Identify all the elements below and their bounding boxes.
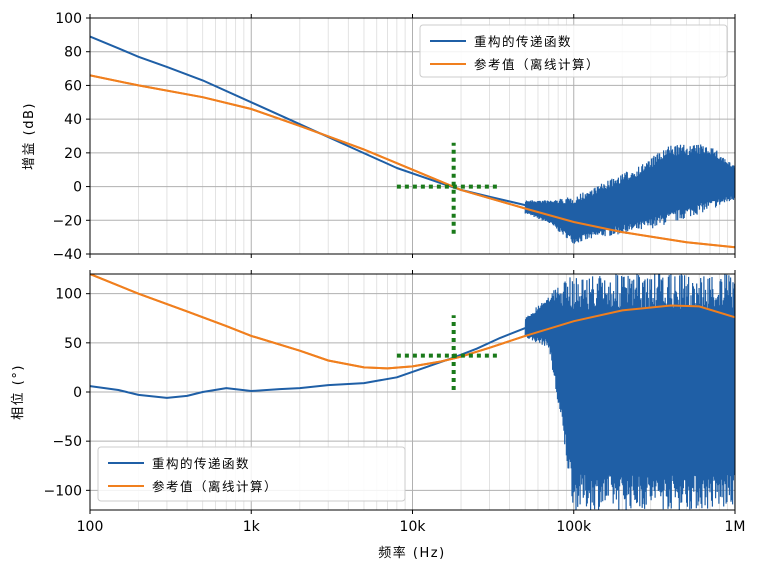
gain-legend-label-reference: 参考值（离线计算） xyxy=(474,57,600,72)
phase-crossover-marker xyxy=(396,315,501,391)
y-tick-label: −50 xyxy=(52,434,82,450)
phase-plot: −100 −50 0 50 100 100 1k 10k 100k 1M 相位 (°) 频率 (… xyxy=(11,14,746,561)
phase-series-reconstructed-noise xyxy=(524,274,735,510)
y-tick-label: −40 xyxy=(52,247,82,263)
phase-series-reference-line-front xyxy=(90,274,735,370)
phase-x-ticks: 100 1k 10k 100k 1M xyxy=(77,14,746,535)
y-tick-label: 0 xyxy=(73,180,82,196)
y-tick-label: 80 xyxy=(64,45,82,61)
phase-legend-label-reference: 参考值（离线计算） xyxy=(152,479,278,494)
gain-legend: 重构的传递函数 参考值（离线计算） xyxy=(419,24,728,78)
gain-legend-box xyxy=(419,24,728,78)
phase-legend-label-reconstructed: 重构的传递函数 xyxy=(152,456,250,471)
gain-series xyxy=(90,35,735,249)
x-tick-label: 1k xyxy=(243,519,261,535)
y-tick-label: 20 xyxy=(64,146,82,162)
y-tick-label: 40 xyxy=(64,112,82,128)
phase-x-axis-label: 频率 (Hz) xyxy=(378,545,445,561)
phase-y-ticks: −100 −50 0 50 100 xyxy=(44,287,90,499)
x-tick-label: 1M xyxy=(725,519,746,535)
x-tick-label: 100 xyxy=(77,519,104,535)
x-tick-label: 10k xyxy=(400,519,427,535)
y-tick-label: 60 xyxy=(64,78,82,94)
gain-y-ticks: −40 −20 0 20 40 60 80 100 xyxy=(52,11,90,263)
phase-y-axis-label: 相位 (°) xyxy=(11,364,26,420)
y-tick-label: −20 xyxy=(52,213,82,229)
gain-series-reference-line-front xyxy=(90,74,735,249)
gain-crossover-marker xyxy=(396,142,501,234)
gain-plot: −40 −20 0 20 40 60 80 100 增益 (dB) 重构的传递函数 参考值（离… xyxy=(22,11,736,263)
phase-legend-box xyxy=(97,446,406,502)
y-tick-label: 100 xyxy=(55,287,82,303)
y-tick-label: −100 xyxy=(44,483,82,499)
y-tick-label: 100 xyxy=(55,11,82,27)
gain-y-axis-label: 增益 (dB) xyxy=(22,102,37,170)
y-tick-label: 0 xyxy=(73,385,82,401)
x-tick-label: 100k xyxy=(556,519,592,535)
y-tick-label: 50 xyxy=(64,336,82,352)
phase-legend: 重构的传递函数 参考值（离线计算） xyxy=(97,446,406,502)
phase-series-reconstructed-line xyxy=(90,327,526,399)
phase-series xyxy=(90,274,735,510)
gain-legend-label-reconstructed: 重构的传递函数 xyxy=(474,34,572,49)
gain-series-reconstructed-noise xyxy=(524,144,735,244)
